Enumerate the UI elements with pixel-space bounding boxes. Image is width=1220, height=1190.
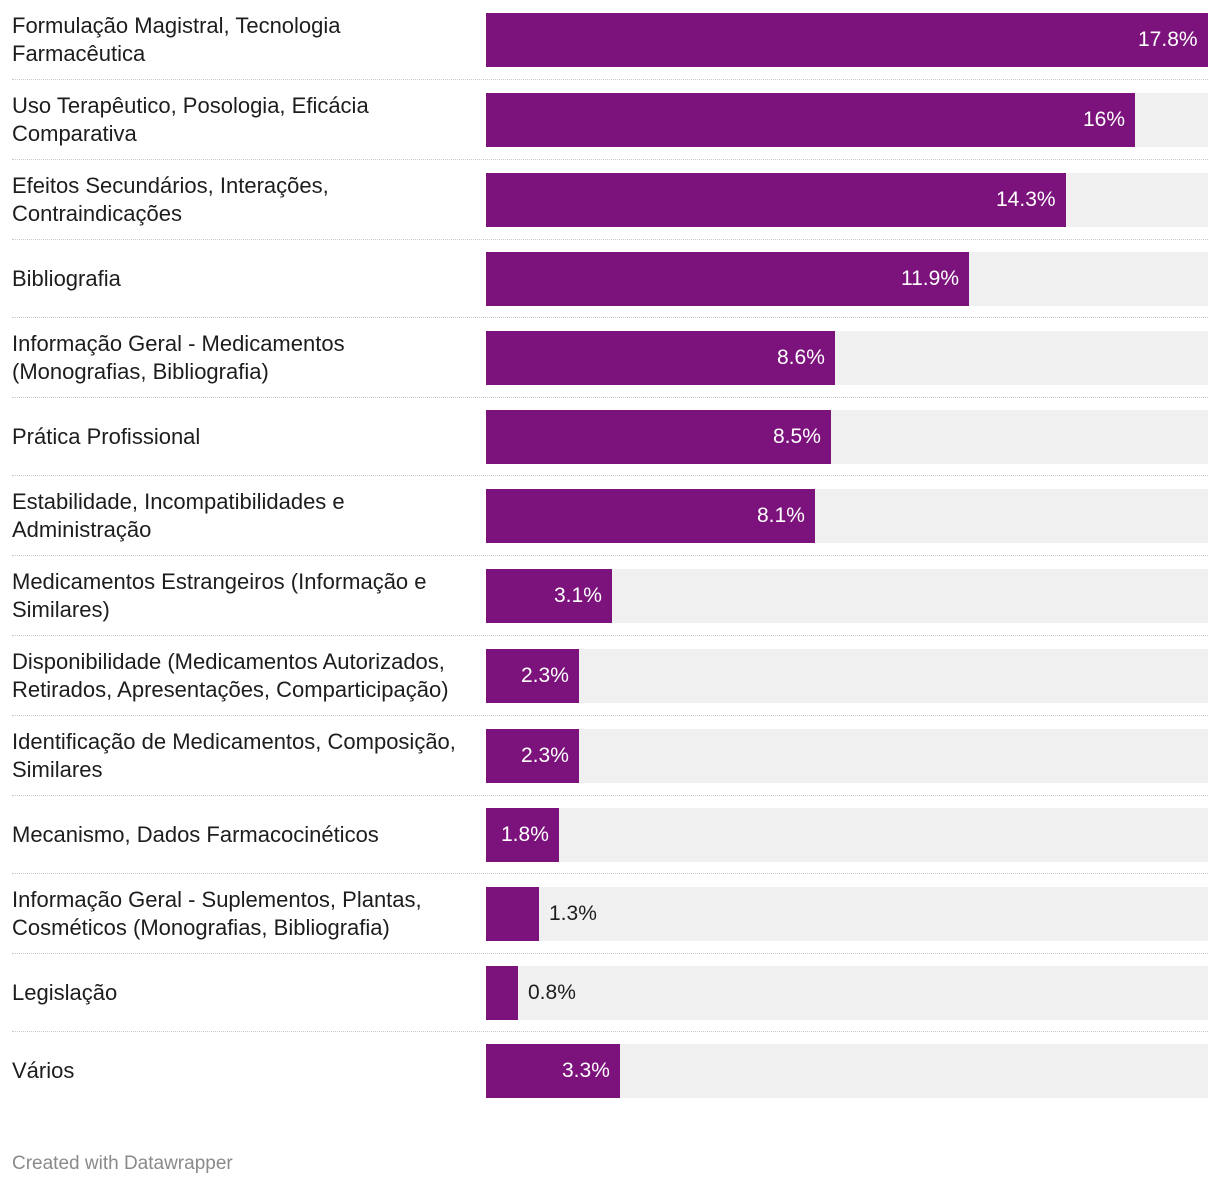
row-separator (12, 873, 1208, 874)
row-separator (12, 239, 1208, 240)
bar-track (486, 808, 1208, 862)
row-separator (12, 635, 1208, 636)
value-label: 3.1% (554, 584, 602, 607)
row-separator (12, 1031, 1208, 1032)
value-label: 17.8% (1138, 28, 1198, 51)
value-label: 3.3% (562, 1059, 610, 1082)
value-label: 14.3% (996, 188, 1056, 211)
value-label: 1.3% (549, 902, 597, 925)
category-label: Legislação (12, 980, 118, 1005)
value-label: 2.3% (521, 664, 569, 687)
bar-track (486, 649, 1208, 703)
bar (486, 569, 612, 623)
category-label: Medicamentos Estrangeiros (Informação e … (12, 569, 427, 622)
bar (486, 887, 539, 941)
row-separator (12, 317, 1208, 318)
value-label: 8.1% (757, 504, 805, 527)
bar (486, 489, 815, 543)
datawrapper-credit[interactable]: Created with Datawrapper (12, 1153, 233, 1174)
bar (486, 808, 559, 862)
category-label: Vários (12, 1058, 75, 1083)
category-label: Identificação de Medicamentos, Composiçã… (12, 729, 456, 782)
bar (486, 410, 831, 464)
bar (486, 966, 518, 1020)
category-label: Uso Terapêutico, Posologia, Eficácia Com… (12, 93, 369, 146)
category-label: Formulação Magistral, Tecnologia Farmacê… (12, 13, 341, 66)
value-label: 8.6% (777, 346, 825, 369)
bar (486, 649, 579, 703)
bar (486, 1044, 620, 1098)
row-separator (12, 555, 1208, 556)
row-separator (12, 475, 1208, 476)
value-label: 1.8% (501, 823, 549, 846)
value-label: 2.3% (521, 744, 569, 767)
bar (486, 331, 835, 385)
row-separator (12, 79, 1208, 80)
bar (486, 252, 969, 306)
category-label: Informação Geral - Medicamentos (Monogra… (12, 331, 345, 384)
bar-track (486, 887, 1208, 941)
bar-track (486, 966, 1208, 1020)
category-label: Bibliografia (12, 266, 121, 291)
bar-track (486, 729, 1208, 783)
bar (486, 173, 1066, 227)
category-label: Informação Geral - Suplementos, Plantas,… (12, 887, 422, 940)
bar (486, 13, 1208, 67)
row-separator (12, 159, 1208, 160)
category-label: Disponibilidade (Medicamentos Autorizado… (12, 649, 449, 702)
row-separator (12, 953, 1208, 954)
bar (486, 729, 579, 783)
row-separator (12, 715, 1208, 716)
row-separator (12, 795, 1208, 796)
bar (486, 93, 1135, 147)
category-label: Estabilidade, Incompatibilidades e Admin… (12, 489, 345, 542)
value-label: 16% (1083, 108, 1126, 131)
value-label: 8.5% (773, 425, 821, 448)
category-label: Prática Profissional (12, 424, 201, 449)
category-label: Mecanismo, Dados Farmacocinéticos (12, 822, 379, 847)
category-label: Efeitos Secundários, Interações, Contrai… (12, 173, 329, 226)
value-label: 11.9% (901, 267, 959, 290)
row-separator (12, 397, 1208, 398)
value-label: 0.8% (528, 981, 576, 1004)
